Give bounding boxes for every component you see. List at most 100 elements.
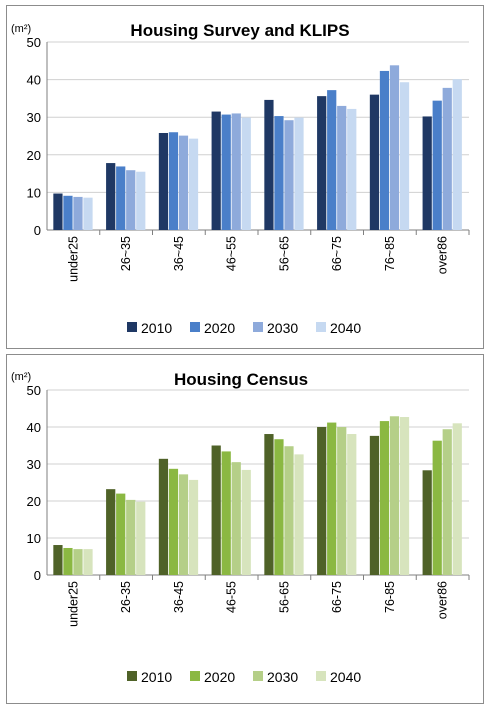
x-category-label: 66~75 <box>330 236 344 271</box>
legend-swatch-2020 <box>190 322 200 332</box>
y-tick-label: 0 <box>34 223 41 238</box>
x-category-label: 46~55 <box>225 236 239 271</box>
legend-label-2040: 2040 <box>330 669 361 685</box>
bar-2040-4 <box>294 454 304 575</box>
x-category-label: 76-85 <box>383 581 397 613</box>
bar-2020-3 <box>221 114 231 230</box>
bar-2030-6 <box>389 416 400 575</box>
y-tick-label: 50 <box>27 383 41 398</box>
bar-2040-5 <box>347 434 357 575</box>
x-category-label: 46-55 <box>225 581 239 613</box>
bar-2030-5 <box>337 427 347 575</box>
bar-2040-1 <box>136 501 146 575</box>
bar-2010-2 <box>158 458 169 575</box>
legend-swatch-2010 <box>127 671 137 681</box>
bar-2020-6 <box>379 421 390 575</box>
legend-swatch-2030 <box>253 671 263 681</box>
x-category-label: 26-35 <box>119 581 133 613</box>
legend-label-2030: 2030 <box>267 320 298 336</box>
x-category-label: 36~45 <box>172 236 186 271</box>
bar-2030-1 <box>126 499 136 575</box>
bar-2040-6 <box>399 82 410 231</box>
legend-label-2010: 2010 <box>141 669 172 685</box>
bar-2010-5 <box>317 96 327 230</box>
legend-label-2030: 2030 <box>267 669 298 685</box>
bar-2020-4 <box>274 439 284 575</box>
bar-2040-4 <box>294 117 304 230</box>
bar-2040-2 <box>188 479 199 575</box>
bar-2040-0 <box>83 197 93 230</box>
unit-label: (m²) <box>11 23 31 35</box>
x-category-label: over86 <box>436 236 450 274</box>
bar-2040-6 <box>399 417 410 575</box>
x-category-label: over86 <box>436 581 450 619</box>
bar-2020-5 <box>327 422 337 575</box>
chart-panel-housing-census: 0 10 20 30 40 50 (m²) Housing Census under25 26-3… <box>6 354 484 704</box>
bar-2030-7 <box>442 429 452 575</box>
chart-title: Housing Survey and KLIPS <box>130 21 349 40</box>
bar-2020-2 <box>168 468 179 575</box>
bar-2040-7 <box>452 423 462 575</box>
bar-2020-2 <box>168 132 179 230</box>
legend-label-2040: 2040 <box>330 320 361 336</box>
legend-label-2020: 2020 <box>204 320 235 336</box>
bar-2010-4 <box>264 99 274 231</box>
bar-2010-6 <box>369 435 380 575</box>
bar-2010-1 <box>106 163 116 230</box>
x-category-label: 76~85 <box>383 236 397 271</box>
y-tick-label: 10 <box>27 531 41 546</box>
bar-2020-4 <box>274 116 284 230</box>
legend-swatch-2030 <box>253 322 263 332</box>
bar-2010-0 <box>53 193 63 230</box>
x-category-label: 26~35 <box>119 236 133 271</box>
bar-2030-3 <box>231 113 241 230</box>
bar-2020-7 <box>432 440 442 575</box>
bar-2040-3 <box>241 469 251 575</box>
bar-2020-1 <box>116 493 126 575</box>
bar-2030-3 <box>231 462 241 575</box>
bar-2020-3 <box>221 451 231 575</box>
bar-2010-5 <box>317 427 327 575</box>
bar-2030-5 <box>337 105 347 230</box>
bar-2040-3 <box>241 117 251 230</box>
bar-2020-7 <box>432 100 442 230</box>
bar-2010-1 <box>106 489 116 575</box>
bar-2030-2 <box>178 474 189 575</box>
bar-2040-1 <box>136 171 146 230</box>
bar-2040-0 <box>83 549 93 575</box>
legend-swatch-2040 <box>316 322 326 332</box>
y-tick-label: 40 <box>27 73 41 88</box>
x-category-label: 56~65 <box>277 236 291 271</box>
bar-2010-6 <box>369 94 380 230</box>
chart-panel-housing-survey: 0 10 20 30 40 50 (m²) Housing Survey and KLIPS u… <box>6 5 484 349</box>
bar-2010-3 <box>211 111 221 230</box>
y-tick-label: 20 <box>27 494 41 509</box>
bar-2010-7 <box>422 116 432 230</box>
bar-2030-0 <box>73 549 83 575</box>
bar-2030-7 <box>442 87 452 230</box>
legend-label-2020: 2020 <box>204 669 235 685</box>
y-tick-label: 10 <box>27 185 41 200</box>
bar-2010-4 <box>264 434 274 575</box>
legend-swatch-2010 <box>127 322 137 332</box>
x-category-label: under25 <box>66 236 80 282</box>
y-tick-label: 50 <box>27 35 41 50</box>
bar-2010-0 <box>53 545 63 575</box>
y-tick-label: 0 <box>34 568 41 583</box>
bar-2030-2 <box>178 135 189 230</box>
legend-label-2010: 2010 <box>141 320 172 336</box>
bar-2030-0 <box>73 196 83 230</box>
legend-swatch-2040 <box>316 671 326 681</box>
x-category-label: under25 <box>66 581 80 627</box>
bar-2030-6 <box>389 65 400 230</box>
bar-2040-7 <box>452 79 462 230</box>
bar-2020-5 <box>327 90 337 231</box>
x-category-label: 66-75 <box>330 581 344 613</box>
bar-2040-5 <box>347 108 357 230</box>
bar-2020-6 <box>379 70 390 231</box>
y-tick-label: 40 <box>27 420 41 435</box>
y-tick-label: 30 <box>27 457 41 472</box>
legend-swatch-2020 <box>190 671 200 681</box>
bar-2010-2 <box>158 132 169 230</box>
